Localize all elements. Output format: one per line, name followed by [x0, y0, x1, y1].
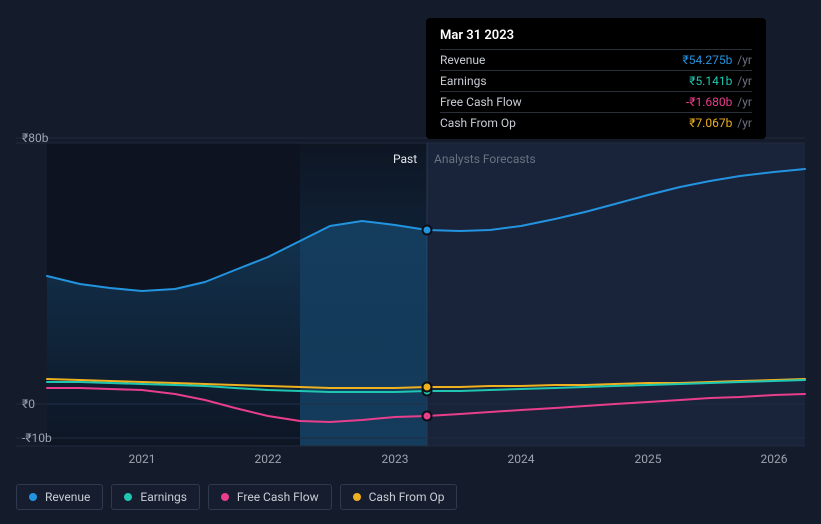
- tooltip-metric-value: -₹1.680b /yr: [686, 95, 752, 109]
- tooltip-metric-value: ₹7.067b /yr: [689, 116, 752, 130]
- legend-item-free-cash-flow[interactable]: Free Cash Flow: [208, 484, 332, 510]
- x-axis-label: 2024: [508, 452, 535, 466]
- tooltip-row: Revenue ₹54.275b /yr: [440, 49, 752, 70]
- forecast-region-label: Analysts Forecasts: [434, 152, 536, 166]
- tooltip-row: Cash From Op ₹7.067b /yr: [440, 112, 752, 133]
- tooltip-row: Free Cash Flow -₹1.680b /yr: [440, 91, 752, 112]
- legend-item-revenue[interactable]: Revenue: [16, 484, 103, 510]
- legend-label: Free Cash Flow: [237, 490, 319, 504]
- tooltip-date: Mar 31 2023: [440, 28, 752, 43]
- tooltip-metric-label: Revenue: [440, 53, 485, 67]
- chart-legend: Revenue Earnings Free Cash Flow Cash From O…: [16, 484, 457, 510]
- legend-dot-icon: [124, 493, 132, 501]
- legend-item-cash-from-op[interactable]: Cash From Op: [340, 484, 458, 510]
- chart-tooltip: Mar 31 2023 Revenue ₹54.275b /yr Earnings ₹…: [426, 18, 766, 139]
- tooltip-metric-label: Cash From Op: [440, 116, 516, 130]
- y-axis-label: -₹10b: [22, 431, 52, 445]
- x-axis-label: 2022: [255, 452, 282, 466]
- tooltip-metric-label: Free Cash Flow: [440, 95, 522, 109]
- past-region-label: Past: [393, 152, 417, 166]
- x-axis-label: 2023: [382, 452, 409, 466]
- legend-dot-icon: [353, 493, 361, 501]
- y-axis-label: ₹0: [22, 397, 35, 411]
- x-axis-label: 2021: [129, 452, 156, 466]
- x-axis-label: 2026: [761, 452, 788, 466]
- tooltip-metric-label: Earnings: [440, 74, 487, 88]
- legend-dot-icon: [29, 493, 37, 501]
- y-axis-label: ₹80b: [22, 131, 48, 145]
- legend-label: Cash From Op: [369, 490, 445, 504]
- tooltip-metric-value: ₹5.141b /yr: [689, 74, 752, 88]
- legend-label: Revenue: [45, 490, 90, 504]
- tooltip-metric-value: ₹54.275b /yr: [683, 53, 753, 67]
- x-axis-label: 2025: [635, 452, 662, 466]
- legend-item-earnings[interactable]: Earnings: [111, 484, 200, 510]
- legend-dot-icon: [221, 493, 229, 501]
- legend-label: Earnings: [140, 490, 187, 504]
- tooltip-row: Earnings ₹5.141b /yr: [440, 70, 752, 91]
